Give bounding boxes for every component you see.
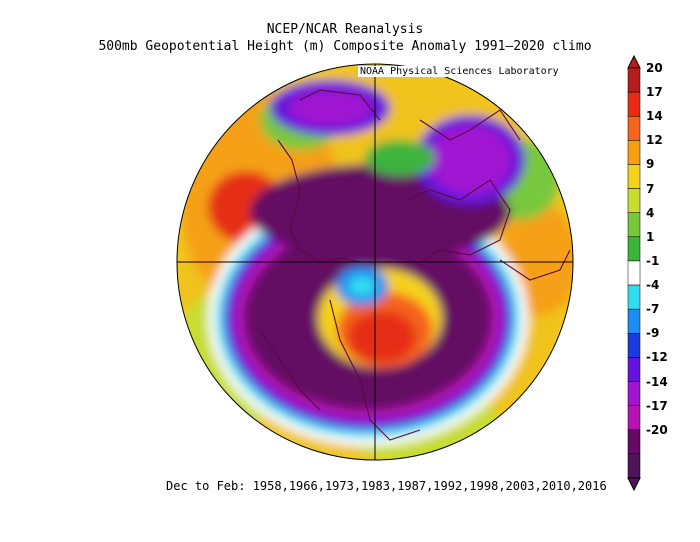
map-subtitle: 500mb Geopotential Height (m) Composite … [98,39,592,54]
anomaly-field [177,64,573,460]
colorbar-tick-label: 7 [646,181,655,196]
colorbar-tick-label: -1 [646,253,660,268]
colorbar-swatch [627,140,641,165]
colorbar-tick-label: -9 [646,326,660,341]
colorbar-top-cap [627,54,641,69]
colorbar-swatch [627,284,641,310]
colorbar-bottom-cap [627,477,641,492]
colorbar-tick-label: -4 [646,278,660,293]
colorbar-tick-label: 4 [646,205,655,220]
colorbar-swatch [627,260,641,286]
colorbar [627,54,641,492]
colorbar-tick-label: -14 [646,374,668,389]
map-boundary [176,63,574,461]
lab-credit: NOAA Physical Sciences Laboratory [358,66,561,77]
colorbar-tick-label: 17 [646,85,663,100]
colorbar-swatch [627,357,641,382]
composite-years-caption: Dec to Feb: 1958,1966,1973,1983,1987,199… [166,479,607,493]
colorbar-tick-label: 9 [646,157,655,172]
map-title: NCEP/NCAR Reanalysis [266,22,424,37]
colorbar-swatch [627,164,641,189]
colorbar-swatch [627,212,641,238]
colorbar-tick-label: -12 [646,350,668,365]
colorbar-tick-label: -20 [646,422,668,437]
colorbar-tick-label: 20 [646,61,663,75]
colorbar-swatch [627,405,641,431]
coastlines [259,89,571,441]
colorbar-tick-label: 14 [646,109,663,124]
colorbar-swatch [627,333,641,358]
colorbar-swatch [627,381,641,406]
colorbar-swatch [627,429,641,455]
colorbar-swatch [627,453,641,479]
colorbar-tick-label: -7 [646,302,660,317]
colorbar-swatch [627,188,641,213]
colorbar-swatch [627,308,641,334]
colorbar-tick-label: 1 [646,229,655,244]
colorbar-swatch [627,236,641,262]
colorbar-swatch [627,115,641,141]
colorbar-tick-label: 12 [646,133,663,148]
colorbar-swatch [627,67,641,93]
colorbar-tick-label: -17 [646,398,668,413]
colorbar-swatch [627,91,641,117]
